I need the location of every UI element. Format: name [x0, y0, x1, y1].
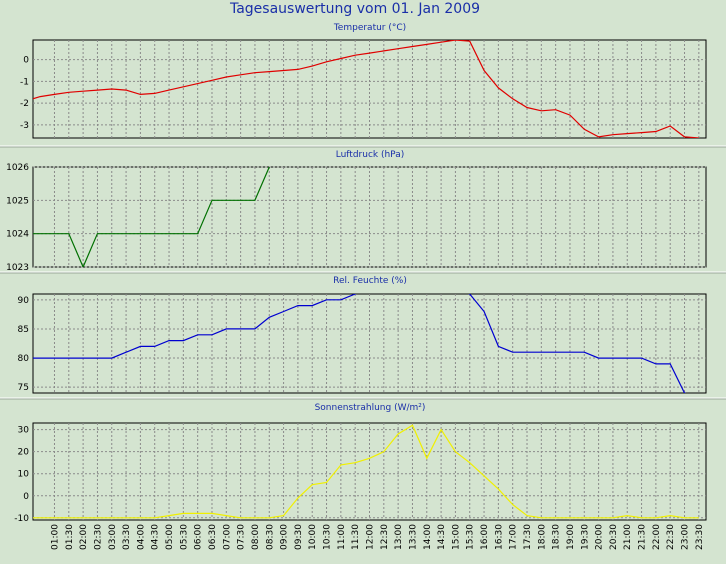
x-tick-label: 06:00	[194, 524, 204, 550]
y-tick-label: -10	[14, 514, 29, 524]
series-line	[33, 424, 699, 519]
x-tick-label: 22:00	[652, 524, 662, 550]
panel-title: Rel. Feuchte (%)	[333, 276, 407, 286]
y-tick-label: 30	[18, 426, 30, 436]
x-tick-label: 12:00	[366, 524, 376, 550]
series-line	[33, 40, 699, 138]
y-tick-label: 1023	[6, 263, 29, 273]
x-tick-label: 10:00	[308, 524, 318, 550]
y-tick-label: 10	[18, 470, 30, 480]
x-tick-label: 07:30	[237, 524, 247, 550]
y-tick-label: -3	[20, 121, 29, 131]
x-tick-label: 14:00	[423, 524, 433, 550]
x-tick-label: 04:00	[136, 524, 146, 550]
y-tick-label: -2	[20, 99, 29, 109]
y-tick-label: 85	[18, 325, 29, 335]
y-tick-label: 90	[18, 296, 30, 306]
x-tick-label: 11:00	[337, 524, 347, 550]
x-tick-label: 22:30	[666, 524, 676, 550]
panel-title: Sonnenstrahlung (W/m²)	[315, 403, 426, 413]
y-tick-label: 0	[23, 56, 29, 66]
x-tick-label: 02:00	[79, 524, 89, 550]
x-tick-label: 15:30	[466, 524, 476, 550]
x-tick-label: 17:00	[509, 524, 519, 550]
y-tick-label: -1	[20, 77, 29, 87]
x-tick-label: 15:00	[451, 524, 461, 550]
x-tick-label: 19:30	[580, 524, 590, 550]
x-tick-label: 20:00	[595, 524, 605, 550]
x-tick-label: 08:30	[265, 524, 275, 550]
page-title: Tagesauswertung vom 01. Jan 2009	[229, 1, 481, 17]
x-tick-label: 11:30	[351, 524, 361, 550]
x-tick-label: 01:00	[50, 524, 60, 550]
x-tick-label: 09:30	[294, 524, 304, 550]
x-tick-label: 21:30	[638, 524, 648, 550]
x-tick-label: 04:30	[151, 524, 161, 550]
x-tick-label: 03:00	[108, 524, 118, 550]
y-tick-label: 0	[23, 492, 29, 502]
panel-title: Luftdruck (hPa)	[336, 150, 405, 160]
x-tick-label: 08:00	[251, 524, 261, 550]
x-tick-label: 19:00	[566, 524, 576, 550]
x-tick-label: 10:30	[323, 524, 333, 550]
x-tick-label: 12:30	[380, 524, 390, 550]
x-tick-label: 13:30	[408, 524, 418, 550]
x-tick-label: 21:00	[623, 524, 633, 550]
x-tick-label: 09:00	[280, 524, 290, 550]
x-tick-label: 01:30	[65, 524, 75, 550]
y-tick-label: 1026	[6, 163, 29, 173]
y-tick-label: 75	[18, 383, 29, 393]
x-tick-label: 05:00	[165, 524, 175, 550]
x-tick-label: 20:30	[609, 524, 619, 550]
x-tick-label: 23:30	[695, 524, 705, 550]
series-line	[33, 167, 271, 267]
y-tick-label: 1025	[6, 196, 29, 206]
x-tick-label: 14:30	[437, 524, 447, 550]
x-tick-label: 03:30	[122, 524, 132, 550]
x-tick-label: 18:30	[552, 524, 562, 550]
panel-title: Temperatur (°C)	[333, 23, 406, 33]
x-tick-label: 17:30	[523, 524, 533, 550]
x-tick-label: 02:30	[93, 524, 103, 550]
y-tick-label: 80	[18, 354, 30, 364]
x-tick-label: 16:30	[494, 524, 504, 550]
y-tick-label: 1024	[6, 230, 29, 240]
y-tick-label: 20	[18, 448, 30, 458]
x-tick-label: 16:00	[480, 524, 490, 550]
series-line	[33, 294, 687, 393]
x-tick-label: 13:00	[394, 524, 404, 550]
x-tick-label: 23:00	[681, 524, 691, 550]
x-tick-label: 06:30	[208, 524, 218, 550]
x-tick-label: 07:00	[222, 524, 232, 550]
x-tick-label: 18:00	[537, 524, 547, 550]
x-tick-label: 05:30	[179, 524, 189, 550]
